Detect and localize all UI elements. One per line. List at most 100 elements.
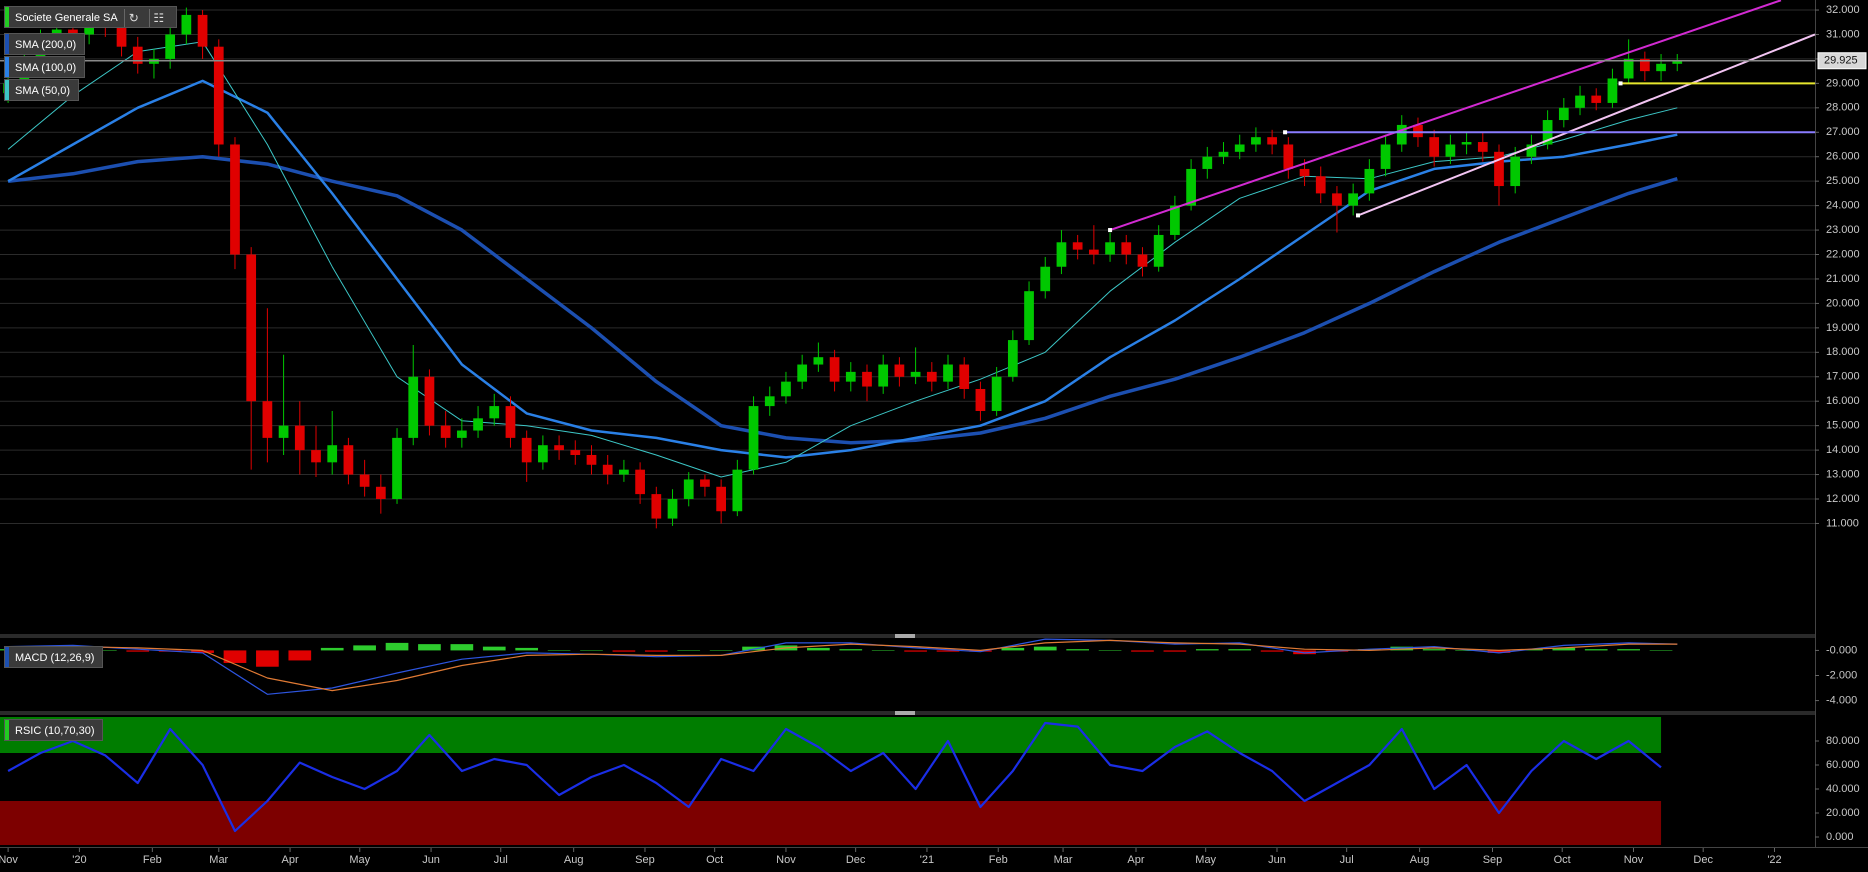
candle-body — [1186, 168, 1196, 206]
histogram-bar — [1293, 650, 1316, 655]
y-tick-label: 13.000 — [1826, 468, 1860, 480]
histogram-bar — [644, 650, 668, 652]
candle-body — [813, 357, 824, 365]
candle-body — [1299, 168, 1310, 177]
candle-body — [732, 469, 743, 512]
candle-body — [408, 376, 419, 438]
candle-body — [213, 46, 224, 145]
legend-swatch — [5, 57, 9, 77]
candle-body — [1170, 205, 1180, 235]
candle-body — [716, 486, 726, 512]
legend-swatch — [5, 80, 9, 100]
candle-body — [538, 445, 548, 463]
x-tick-label: Jun — [1268, 854, 1286, 866]
histogram-bar — [482, 646, 506, 651]
legend-entry[interactable]: SMA (100,0) — [4, 56, 86, 78]
moving-average-line — [7, 79, 1678, 459]
histogram-bar — [1228, 649, 1252, 651]
candle-body — [1656, 63, 1666, 72]
x-tick-label: Dec — [846, 854, 866, 866]
settings-icon[interactable]: ☷ — [148, 9, 168, 28]
histogram-bar — [547, 650, 571, 651]
candle-body — [959, 364, 970, 389]
histogram-bar — [1390, 646, 1414, 651]
candle-body — [505, 406, 516, 438]
y-tick-label: 80.000 — [1826, 735, 1860, 747]
candle-body — [635, 469, 645, 495]
candle-body — [1364, 168, 1375, 194]
candle-body — [829, 357, 840, 382]
candle-body — [1526, 144, 1537, 157]
candle-body — [1461, 142, 1472, 145]
candle-body — [862, 371, 872, 387]
histogram-bar — [1455, 650, 1478, 651]
candle-body — [700, 479, 710, 487]
refresh-icon[interactable]: ↻ — [123, 9, 143, 28]
histogram-bar — [612, 650, 636, 652]
candle-body — [1591, 95, 1602, 103]
histogram-bar — [223, 650, 247, 663]
y-tick-label: 22.000 — [1826, 248, 1860, 260]
panel-handle[interactable] — [895, 634, 915, 638]
candle-body — [1494, 151, 1504, 187]
y-tick-label: 14.000 — [1826, 444, 1860, 456]
y-tick-label: 24.000 — [1826, 200, 1860, 212]
candle-body — [619, 469, 629, 475]
legend-entry[interactable]: SMA (50,0) — [4, 79, 80, 101]
symbol-name: Societe Generale SA — [15, 12, 118, 24]
histogram-bar — [936, 650, 960, 652]
histogram-bar — [709, 650, 733, 651]
candle-body — [1024, 291, 1034, 341]
y-tick-label: 17.000 — [1826, 371, 1860, 383]
histogram-bar — [1552, 647, 1576, 651]
candle-body — [651, 494, 662, 519]
x-tick-label: '22 — [1767, 854, 1781, 866]
y-tick-label: -0.000 — [1826, 644, 1857, 656]
candle-body — [1283, 144, 1294, 169]
panel-handle[interactable] — [895, 711, 915, 715]
x-tick-label: Apr — [1127, 854, 1144, 866]
candle-body — [1639, 58, 1650, 72]
x-tick-label: Jul — [494, 854, 508, 866]
y-tick-label: 26.000 — [1826, 151, 1860, 163]
legend-entry[interactable]: SMA (200,0) — [4, 33, 86, 55]
histogram-bar — [580, 650, 603, 651]
moving-average-line — [7, 41, 1678, 478]
candle-body — [1477, 142, 1488, 152]
candle-body — [116, 27, 127, 47]
candle-body — [554, 445, 564, 451]
x-tick-label: Aug — [564, 854, 584, 866]
histogram-bar — [1033, 646, 1057, 651]
line-anchor — [1283, 130, 1288, 135]
x-tick-label: Apr — [282, 854, 299, 866]
candle-body — [1040, 266, 1051, 292]
candle-body — [473, 418, 483, 431]
x-tick-label: May — [1195, 854, 1216, 866]
indicator-tag[interactable]: RSIC (10,70,30) — [4, 719, 104, 741]
histogram-bar — [385, 642, 409, 651]
x-tick-label: Sep — [635, 854, 655, 866]
x-tick-label: Sep — [1483, 854, 1503, 866]
symbol-tag[interactable]: Societe Generale SA ↻ ☷ — [4, 6, 177, 28]
y-tick-label: -4.000 — [1826, 694, 1857, 706]
indicator-tag[interactable]: MACD (12,26,9) — [4, 646, 104, 668]
histogram-bar — [93, 650, 117, 651]
indicator-name: RSIC (10,70,30) — [15, 725, 95, 737]
last-price-label: 29.925 — [1824, 55, 1858, 67]
histogram-bar — [1195, 649, 1219, 651]
candle-body — [797, 364, 808, 382]
candle-body — [311, 450, 321, 463]
x-tick-label: Mar — [209, 854, 228, 866]
candle-body — [1072, 242, 1083, 250]
candle-body — [1348, 193, 1359, 206]
histogram-bar — [1163, 650, 1187, 652]
histogram-bar — [1260, 650, 1284, 652]
candle-body — [910, 371, 921, 377]
candle-body — [1607, 78, 1618, 103]
candle-body — [1202, 156, 1213, 169]
candle-body — [278, 425, 289, 438]
y-tick-label: 32.000 — [1826, 4, 1860, 16]
y-tick-label: -2.000 — [1826, 669, 1857, 681]
candle-body — [392, 437, 402, 499]
candle-body — [262, 401, 273, 438]
